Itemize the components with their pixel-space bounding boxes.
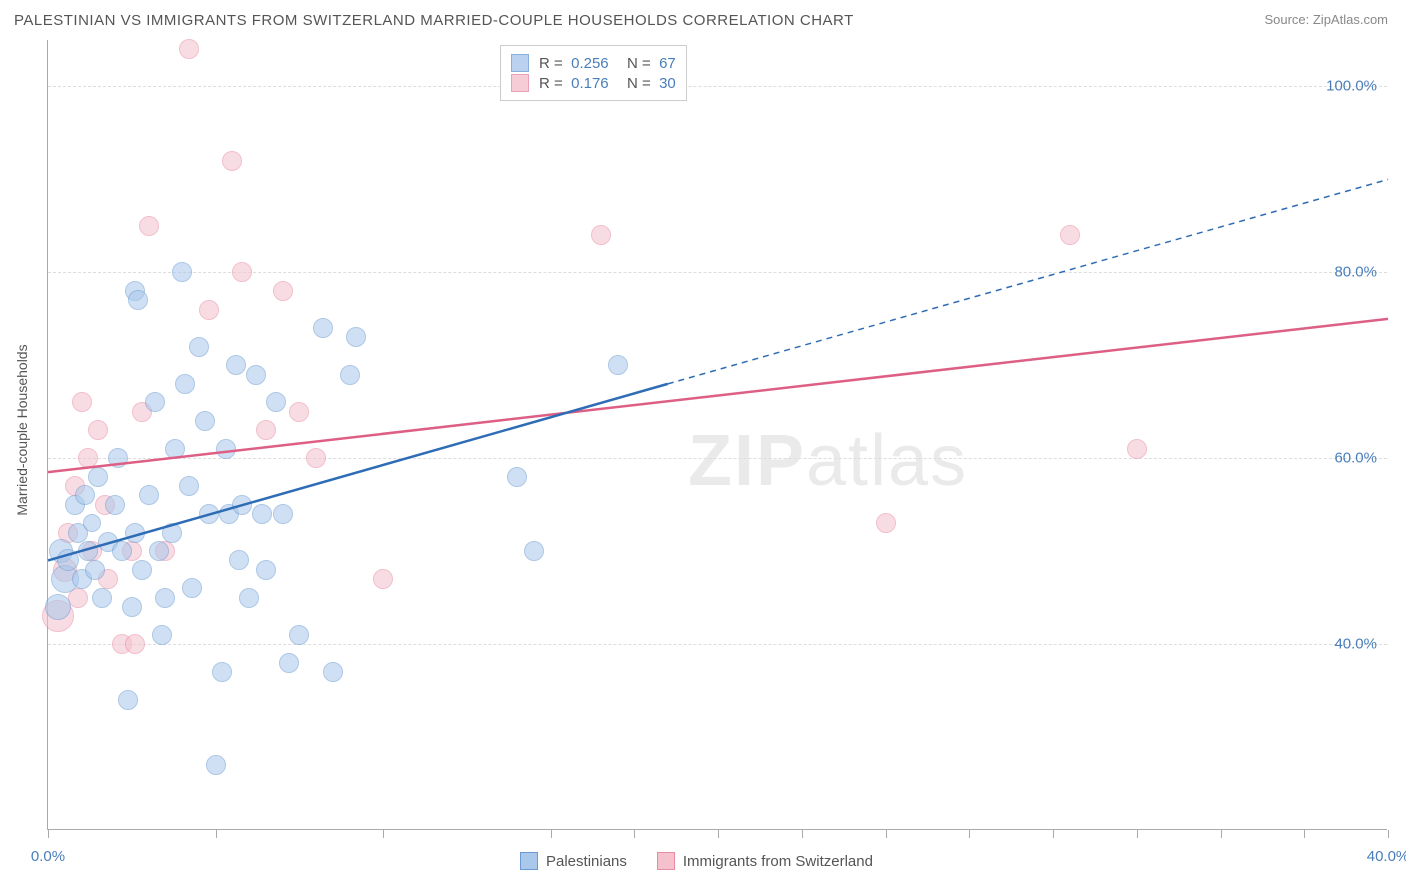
source-label: Source: ZipAtlas.com (1264, 12, 1388, 27)
legend-item-b: Immigrants from Switzerland (657, 852, 873, 870)
trend-lines (48, 40, 1388, 830)
xtick-mark (48, 830, 49, 838)
legend-label-a: Palestinians (546, 853, 627, 870)
xtick-mark (1053, 830, 1054, 838)
legend-r-value: R = 0.176 (539, 75, 609, 92)
legend-swatch-b (657, 852, 675, 870)
xtick-mark (216, 830, 217, 838)
legend-swatch-a (520, 852, 538, 870)
legend-label-b: Immigrants from Switzerland (683, 853, 873, 870)
xtick-mark (1137, 830, 1138, 838)
legend-correlation: R = 0.256 N = 67 R = 0.176 N = 30 (500, 45, 687, 101)
xtick-mark (551, 830, 552, 838)
chart-container: PALESTINIAN VS IMMIGRANTS FROM SWITZERLA… (0, 0, 1406, 892)
y-axis-title: Married-couple Households (14, 344, 30, 515)
legend-r-value: R = 0.256 (539, 55, 609, 72)
xtick-mark (1221, 830, 1222, 838)
xtick-mark (383, 830, 384, 838)
xtick-mark (969, 830, 970, 838)
legend-correlation-row: R = 0.256 N = 67 (511, 54, 676, 72)
legend-correlation-row: R = 0.176 N = 30 (511, 74, 676, 92)
xtick-mark (634, 830, 635, 838)
legend-series: Palestinians Immigrants from Switzerland (520, 852, 873, 870)
legend-swatch (511, 74, 529, 92)
xtick-mark (886, 830, 887, 838)
chart-title: PALESTINIAN VS IMMIGRANTS FROM SWITZERLA… (14, 12, 854, 29)
legend-item-a: Palestinians (520, 852, 627, 870)
xtick-mark (1388, 830, 1389, 838)
legend-swatch (511, 54, 529, 72)
xtick-mark (718, 830, 719, 838)
legend-n-value: N = 67 (619, 55, 676, 72)
xtick-mark (802, 830, 803, 838)
plot-area: ZIPatlas 40.0%60.0%80.0%100.0%0.0%40.0% (47, 40, 1387, 830)
xtick-label: 40.0% (1367, 848, 1406, 865)
legend-n-value: N = 30 (619, 75, 676, 92)
xtick-label: 0.0% (31, 848, 65, 865)
xtick-mark (1304, 830, 1305, 838)
